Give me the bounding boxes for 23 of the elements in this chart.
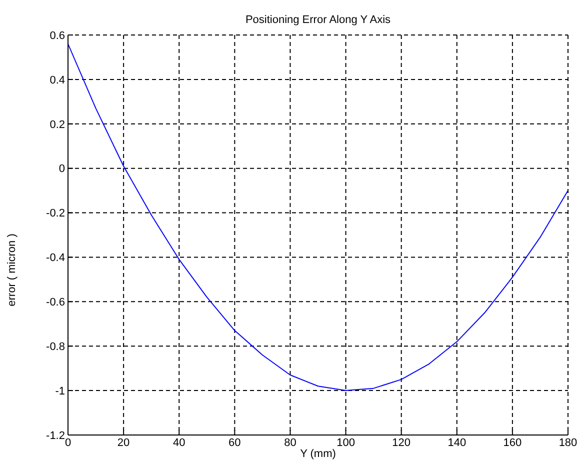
line-series	[68, 43, 568, 392]
y-tick-label: 0.6	[50, 30, 65, 42]
y-tick-label: 0.4	[50, 74, 65, 86]
x-tick-label: 60	[228, 436, 241, 449]
x-tick-label: 160	[503, 436, 522, 449]
x-axis-title: Y (mm)	[299, 448, 337, 460]
x-tick-label: 140	[448, 436, 466, 449]
x-tick-label: 120	[392, 436, 411, 449]
y-tick-label: -0.6	[46, 296, 65, 309]
x-tick-label: 100	[336, 436, 355, 449]
y-tick-label: -1.2	[46, 430, 65, 442]
y-axis-title: error ( micron )	[6, 234, 18, 306]
x-tick-label: 40	[172, 436, 186, 449]
x-tick-label: 80	[284, 436, 296, 449]
chart-title: Positioning Error Along Y Axis	[244, 14, 392, 26]
x-tick-label: 20	[117, 436, 130, 449]
y-tick-label: 0.2	[50, 118, 65, 131]
y-tick-label: -0.8	[46, 341, 65, 354]
y-tick-label: -1	[55, 385, 65, 398]
x-tick-label: 180	[558, 436, 578, 449]
y-tick-label: -0.2	[46, 208, 65, 220]
y-tick-label: -0.4	[46, 252, 65, 264]
y-tick-label: 0	[58, 163, 65, 176]
